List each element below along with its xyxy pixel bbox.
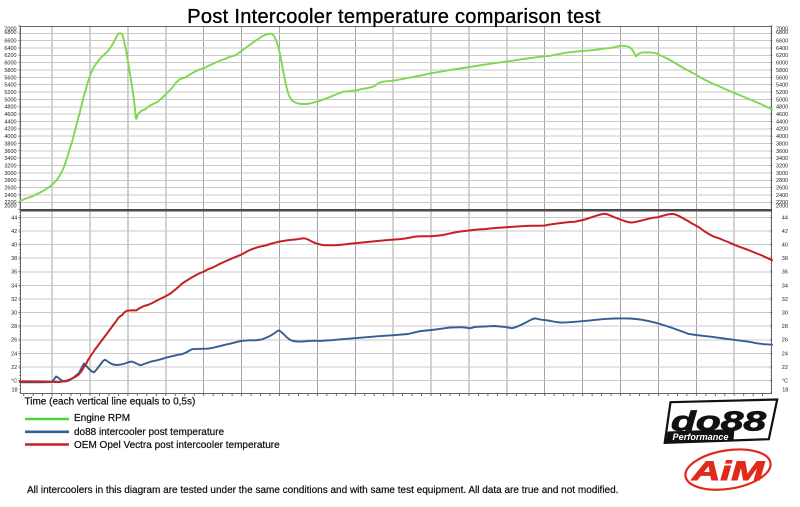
- svg-text:6600: 6600: [776, 39, 788, 45]
- svg-text:32: 32: [11, 297, 17, 303]
- svg-text:3800: 3800: [4, 141, 16, 147]
- svg-text:6400: 6400: [776, 46, 788, 52]
- svg-text:2200: 2200: [776, 200, 788, 206]
- svg-text:3800: 3800: [776, 141, 788, 147]
- svg-text:22: 22: [11, 365, 17, 371]
- svg-text:28: 28: [782, 324, 788, 330]
- svg-text:2600: 2600: [4, 186, 16, 192]
- svg-text:18: 18: [782, 387, 788, 393]
- svg-text:4200: 4200: [776, 127, 788, 133]
- svg-text:40: 40: [11, 243, 17, 249]
- svg-text:32: 32: [782, 297, 788, 303]
- svg-text:26: 26: [11, 338, 17, 344]
- svg-text:Engine RPM: Engine RPM: [74, 413, 130, 424]
- svg-text:6200: 6200: [776, 53, 788, 59]
- svg-text:4000: 4000: [4, 134, 16, 140]
- svg-text:3400: 3400: [4, 156, 16, 162]
- svg-text:18: 18: [11, 387, 17, 393]
- svg-text:2200: 2200: [4, 200, 16, 206]
- svg-text:6000: 6000: [776, 61, 788, 67]
- svg-text:2600: 2600: [776, 186, 788, 192]
- svg-text:5000: 5000: [4, 97, 16, 103]
- svg-text:5200: 5200: [776, 90, 788, 96]
- svg-text:7000: 7000: [776, 27, 788, 33]
- svg-text:2000: 2000: [776, 203, 788, 209]
- svg-text:4000: 4000: [776, 134, 788, 140]
- svg-text:5800: 5800: [4, 68, 16, 74]
- svg-text:5600: 5600: [4, 75, 16, 81]
- svg-text:26: 26: [782, 338, 788, 344]
- svg-text:2800: 2800: [776, 178, 788, 184]
- svg-text:7000: 7000: [4, 27, 16, 33]
- svg-text:Time (each vertical line equal: Time (each vertical line equals to 0,5s): [25, 397, 196, 408]
- svg-text:36: 36: [11, 270, 17, 276]
- svg-text:3000: 3000: [776, 171, 788, 177]
- svg-text:All intercoolers in this diagr: All intercoolers in this diagram are tes…: [27, 485, 618, 496]
- svg-text:OEM Opel Vectra post intercool: OEM Opel Vectra post intercooler tempera…: [74, 440, 280, 451]
- svg-text:4400: 4400: [4, 119, 16, 125]
- svg-text:3200: 3200: [4, 163, 16, 169]
- svg-text:4600: 4600: [4, 112, 16, 118]
- svg-text:AiM: AiM: [691, 456, 765, 486]
- svg-text:4800: 4800: [4, 105, 16, 111]
- svg-text:3000: 3000: [4, 171, 16, 177]
- svg-text:°C: °C: [782, 379, 788, 385]
- svg-text:30: 30: [782, 311, 788, 317]
- svg-text:30: 30: [11, 311, 17, 317]
- svg-text:Post Intercooler temperature c: Post Intercooler temperature comparison …: [187, 6, 601, 28]
- svg-text:6800: 6800: [776, 30, 788, 36]
- svg-text:°C: °C: [11, 379, 17, 385]
- svg-text:24: 24: [782, 351, 788, 357]
- svg-text:22: 22: [782, 365, 788, 371]
- svg-text:2800: 2800: [4, 178, 16, 184]
- svg-text:24: 24: [11, 351, 17, 357]
- svg-text:Performance: Performance: [673, 432, 729, 442]
- svg-text:5200: 5200: [4, 90, 16, 96]
- svg-text:3200: 3200: [776, 163, 788, 169]
- svg-text:3600: 3600: [776, 149, 788, 155]
- svg-text:34: 34: [782, 283, 788, 289]
- svg-text:3600: 3600: [4, 149, 16, 155]
- svg-text:5000: 5000: [776, 97, 788, 103]
- svg-text:40: 40: [782, 243, 788, 249]
- svg-text:6200: 6200: [4, 53, 16, 59]
- svg-text:6800: 6800: [4, 30, 16, 36]
- svg-text:36: 36: [782, 270, 788, 276]
- svg-text:4400: 4400: [776, 119, 788, 125]
- svg-text:5400: 5400: [4, 83, 16, 89]
- svg-text:6600: 6600: [4, 39, 16, 45]
- svg-text:44: 44: [782, 215, 788, 221]
- svg-text:44: 44: [11, 215, 17, 221]
- svg-text:38: 38: [782, 256, 788, 262]
- svg-text:2400: 2400: [4, 193, 16, 199]
- svg-text:4200: 4200: [4, 127, 16, 133]
- svg-text:4600: 4600: [776, 112, 788, 118]
- svg-text:42: 42: [11, 229, 17, 235]
- svg-text:5600: 5600: [776, 75, 788, 81]
- svg-text:3400: 3400: [776, 156, 788, 162]
- svg-text:38: 38: [11, 256, 17, 262]
- svg-text:34: 34: [11, 283, 17, 289]
- svg-text:2000: 2000: [4, 203, 16, 209]
- svg-text:do88 intercooler post temperat: do88 intercooler post temperature: [74, 427, 225, 438]
- svg-text:2400: 2400: [776, 193, 788, 199]
- svg-text:6000: 6000: [4, 61, 16, 67]
- svg-text:28: 28: [11, 324, 17, 330]
- svg-text:5400: 5400: [776, 83, 788, 89]
- svg-text:4800: 4800: [776, 105, 788, 111]
- svg-text:6400: 6400: [4, 46, 16, 52]
- svg-text:5800: 5800: [776, 68, 788, 74]
- svg-text:42: 42: [782, 229, 788, 235]
